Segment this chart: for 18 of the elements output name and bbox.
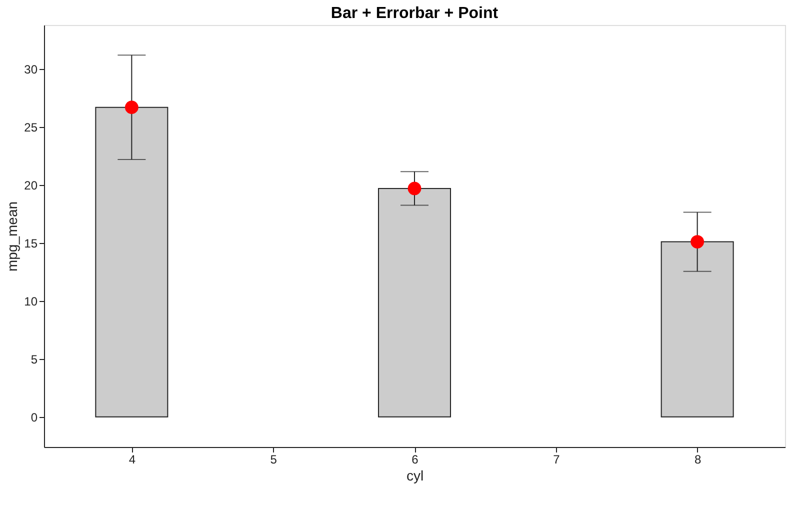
x-axis-title: cyl xyxy=(406,468,424,484)
y-tick-label: 20 xyxy=(24,178,38,192)
y-tick-label: 15 xyxy=(24,236,38,250)
x-tick-label: 4 xyxy=(128,452,136,466)
y-tick-label: 5 xyxy=(30,352,38,366)
y-tick-label: 10 xyxy=(24,294,38,308)
y-axis-title: mpg_mean xyxy=(4,201,20,272)
point xyxy=(124,100,138,114)
x-tick-label: 5 xyxy=(270,452,278,466)
chart-title: Bar + Errorbar + Point xyxy=(330,5,499,22)
y-tick-label: 25 xyxy=(24,120,38,135)
point xyxy=(690,235,704,248)
x-tick-label: 6 xyxy=(412,452,419,466)
x-tick-label: 7 xyxy=(553,452,560,466)
y-tick-label: 30 xyxy=(24,62,38,77)
x-tick-label: 8 xyxy=(694,452,702,466)
y-tick-label: 0 xyxy=(30,410,38,424)
point xyxy=(408,182,422,196)
